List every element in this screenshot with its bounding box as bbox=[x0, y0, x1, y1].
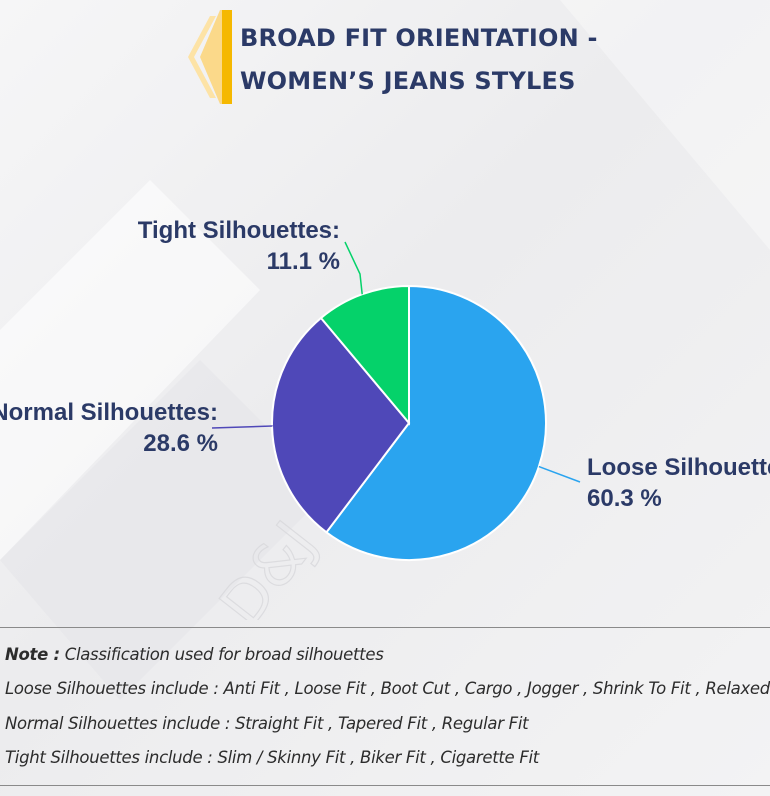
notes-section: Note : Classification used for broad sil… bbox=[0, 627, 770, 786]
leader-line-1 bbox=[211, 425, 273, 429]
note-loose: Loose Silhouettes include : Anti Fit , L… bbox=[5, 679, 770, 698]
slice-value-label: 28.6 % bbox=[143, 430, 218, 457]
slice-name-label: Tight Silhouettes: bbox=[138, 217, 340, 244]
note-normal: Normal Silhouettes include : Straight Fi… bbox=[5, 714, 529, 733]
note-line: Note : Classification used for broad sil… bbox=[5, 645, 384, 664]
leader-line-0 bbox=[538, 465, 581, 483]
pie-slice-1 bbox=[271, 316, 411, 534]
slice-value-label: 11.1 % bbox=[267, 248, 340, 275]
note-text: Classification used for broad silhouette… bbox=[59, 645, 384, 664]
page-title-line-1: BROAD FIT ORIENTATION - bbox=[240, 24, 598, 52]
leader-line-2 bbox=[344, 241, 363, 295]
chevron-accent-icon bbox=[188, 10, 232, 104]
slice-name-label: Loose Silhouettes: bbox=[587, 454, 770, 481]
slice-value-label: 60.3 % bbox=[587, 485, 662, 512]
note-label: Note : bbox=[5, 645, 60, 664]
note-tight: Tight Silhouettes include : Slim / Skinn… bbox=[5, 748, 539, 767]
slice-name-label: Normal Silhouettes: bbox=[0, 399, 218, 426]
pie-chart: D&J Reports Loose Silhouettes:60.3 %Norm… bbox=[0, 217, 770, 620]
page-title-line-2: WOMEN’S JEANS STYLES bbox=[240, 67, 576, 95]
